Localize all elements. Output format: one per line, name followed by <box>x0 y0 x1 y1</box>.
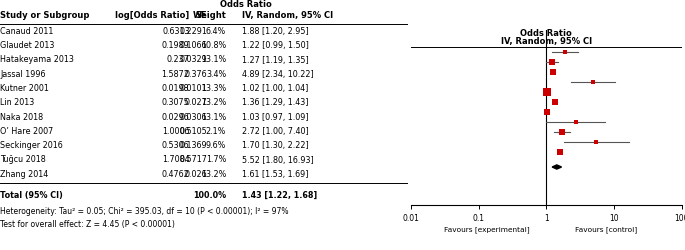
Text: 1.02 [1.00, 1.04]: 1.02 [1.00, 1.04] <box>242 84 308 93</box>
Text: Naka 2018: Naka 2018 <box>1 113 44 122</box>
Text: 0.0296: 0.0296 <box>162 113 190 122</box>
Text: 0.6313: 0.6313 <box>162 27 190 36</box>
Text: Jassal 1996: Jassal 1996 <box>1 70 46 79</box>
Text: 1.43 [1.22, 1.68]: 1.43 [1.22, 1.68] <box>242 191 317 200</box>
Text: Zhang 2014: Zhang 2014 <box>1 170 49 179</box>
Text: Favours [experimental]: Favours [experimental] <box>444 226 530 233</box>
Text: Favours [control]: Favours [control] <box>575 226 637 233</box>
Text: 0.2291: 0.2291 <box>179 27 207 36</box>
Text: 3.4%: 3.4% <box>206 70 226 79</box>
Text: 1.88 [1.20, 2.95]: 1.88 [1.20, 2.95] <box>242 27 308 36</box>
Text: 0.5717: 0.5717 <box>179 156 207 164</box>
Text: 10.8%: 10.8% <box>201 41 226 50</box>
Text: 100.0%: 100.0% <box>193 191 226 200</box>
Text: 0.0198: 0.0198 <box>162 84 190 93</box>
Text: 0.1066: 0.1066 <box>179 41 207 50</box>
Text: IV, Random, 95% CI: IV, Random, 95% CI <box>501 36 592 46</box>
Text: 9.6%: 9.6% <box>206 141 226 150</box>
Text: Heterogeneity: Tau² = 0.05; Chi² = 395.03, df = 10 (P < 0.00001); I² = 97%: Heterogeneity: Tau² = 0.05; Chi² = 395.0… <box>1 207 289 216</box>
Text: 2.1%: 2.1% <box>206 127 226 136</box>
Text: 1.70 [1.30, 2.22]: 1.70 [1.30, 2.22] <box>242 141 308 150</box>
Text: 0.3075: 0.3075 <box>162 98 190 107</box>
Text: 2.72 [1.00, 7.40]: 2.72 [1.00, 7.40] <box>242 127 308 136</box>
Text: Hatakeyama 2013: Hatakeyama 2013 <box>1 56 74 64</box>
Text: 0.0306: 0.0306 <box>179 113 207 122</box>
Text: 0.5306: 0.5306 <box>162 141 190 150</box>
Text: 0.5105: 0.5105 <box>179 127 207 136</box>
Text: log[Odds Ratio]: log[Odds Ratio] <box>115 11 190 20</box>
Text: 1.36 [1.29, 1.43]: 1.36 [1.29, 1.43] <box>242 98 308 107</box>
Text: 13.1%: 13.1% <box>201 56 226 64</box>
Text: O’ Hare 2007: O’ Hare 2007 <box>1 127 53 136</box>
Text: 6.4%: 6.4% <box>206 27 226 36</box>
Text: 0.1989: 0.1989 <box>162 41 190 50</box>
Text: Total (95% CI): Total (95% CI) <box>1 191 63 200</box>
Text: 0.0101: 0.0101 <box>179 84 207 93</box>
Polygon shape <box>552 165 562 169</box>
Text: 1.22 [0.99, 1.50]: 1.22 [0.99, 1.50] <box>242 41 308 50</box>
Text: 0.376: 0.376 <box>184 70 207 79</box>
Text: 0.027: 0.027 <box>184 98 207 107</box>
Text: 1.03 [0.97, 1.09]: 1.03 [0.97, 1.09] <box>242 113 308 122</box>
Text: Lin 2013: Lin 2013 <box>1 98 35 107</box>
Text: Odds Ratio: Odds Ratio <box>521 28 572 38</box>
Text: 1.0006: 1.0006 <box>162 127 190 136</box>
Text: 0.4762: 0.4762 <box>162 170 190 179</box>
Text: Tuğcu 2018: Tuğcu 2018 <box>1 156 46 164</box>
Text: IV, Random, 95% CI: IV, Random, 95% CI <box>242 11 333 20</box>
Text: SE: SE <box>195 11 207 20</box>
Text: 1.61 [1.53, 1.69]: 1.61 [1.53, 1.69] <box>242 170 308 179</box>
Text: 13.1%: 13.1% <box>201 113 226 122</box>
Text: 0.237: 0.237 <box>166 56 190 64</box>
Text: Kutner 2001: Kutner 2001 <box>1 84 49 93</box>
Text: 13.2%: 13.2% <box>201 170 226 179</box>
Text: 13.3%: 13.3% <box>201 84 226 93</box>
Text: Test for overall effect: Z = 4.45 (P < 0.00001): Test for overall effect: Z = 4.45 (P < 0… <box>1 220 175 229</box>
Text: 4.89 [2.34, 10.22]: 4.89 [2.34, 10.22] <box>242 70 314 79</box>
Text: Study or Subgroup: Study or Subgroup <box>1 11 90 20</box>
Text: Weight: Weight <box>192 11 226 20</box>
Text: 1.7%: 1.7% <box>206 156 226 164</box>
Text: 0.1369: 0.1369 <box>179 141 207 150</box>
Text: Canaud 2011: Canaud 2011 <box>1 27 54 36</box>
Text: 5.52 [1.80, 16.93]: 5.52 [1.80, 16.93] <box>242 156 314 164</box>
Text: 0.0329: 0.0329 <box>179 56 207 64</box>
Text: 0.026: 0.026 <box>184 170 207 179</box>
Text: Glaudet 2013: Glaudet 2013 <box>1 41 55 50</box>
Text: 1.27 [1.19, 1.35]: 1.27 [1.19, 1.35] <box>242 56 308 64</box>
Text: Seckinger 2016: Seckinger 2016 <box>1 141 63 150</box>
Text: 13.2%: 13.2% <box>201 98 226 107</box>
Text: 1.7084: 1.7084 <box>162 156 190 164</box>
Text: 1.5872: 1.5872 <box>162 70 190 79</box>
Text: Odds Ratio: Odds Ratio <box>220 0 271 9</box>
